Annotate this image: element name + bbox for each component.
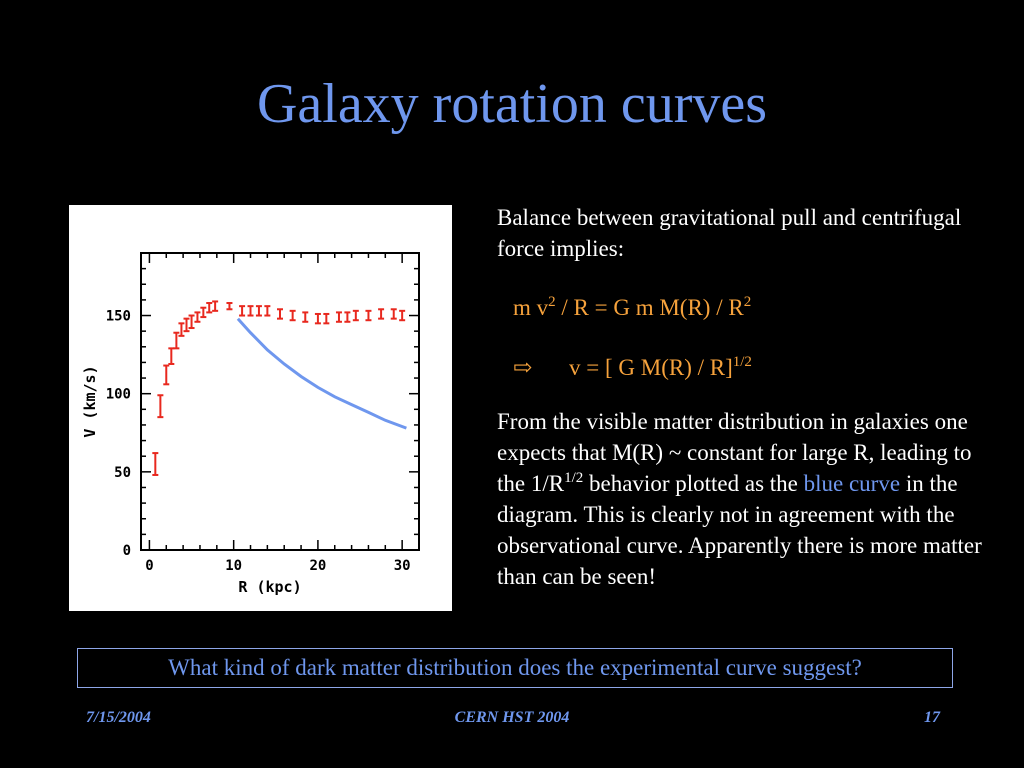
x-tick-label: 0 bbox=[145, 558, 153, 574]
data-point-errorbar bbox=[183, 317, 190, 333]
data-point-errorbar bbox=[163, 364, 170, 386]
data-point-errorbar bbox=[157, 394, 164, 419]
data-point-errorbar bbox=[226, 302, 233, 311]
y-axis-label: V (km/s) bbox=[81, 365, 99, 437]
y-tick-label: 150 bbox=[106, 309, 131, 325]
eq1-lhs: m v bbox=[513, 295, 549, 320]
blue-curve-highlight: blue curve bbox=[803, 471, 901, 496]
implies-arrow-icon: ⇨ bbox=[513, 355, 533, 380]
data-point-errorbar bbox=[344, 311, 351, 323]
data-point-errorbar bbox=[277, 308, 283, 320]
data-point-errorbar bbox=[206, 302, 213, 314]
y-tick-label: 0 bbox=[123, 543, 131, 559]
data-point-errorbar bbox=[200, 306, 207, 319]
data-point-errorbar bbox=[194, 311, 201, 323]
x-tick-label: 30 bbox=[394, 558, 411, 574]
data-point-errorbar bbox=[178, 322, 185, 337]
data-point-errorbar bbox=[314, 312, 321, 325]
data-point-errorbar bbox=[335, 311, 342, 323]
eq2-text: v = [ G M(R) / R] bbox=[569, 355, 733, 380]
velocity-equation: ⇨ v = [ G M(R) / R]1/2 bbox=[513, 355, 752, 381]
p2-part1: From the visible matter distribution in … bbox=[497, 409, 972, 496]
data-point-errorbar bbox=[390, 308, 397, 320]
eq2-sup: 1/2 bbox=[732, 354, 752, 370]
data-point-errorbar bbox=[188, 314, 195, 330]
intro-paragraph: Balance between gravitational pull and c… bbox=[497, 205, 962, 261]
explanation-paragraph: From the visible matter distribution in … bbox=[497, 406, 987, 592]
x-tick-label: 10 bbox=[225, 558, 242, 574]
visible-matter-curve bbox=[236, 317, 407, 430]
rotation-curve-chart: 0 10 20 30 0 50 100 150 R (kpc) V (km/s) bbox=[81, 252, 420, 596]
data-point-errorbar bbox=[365, 309, 372, 322]
force-balance-equation: m v2 / R = G m M(R) / R2 bbox=[513, 295, 751, 321]
eq1-rest-sup: 2 bbox=[743, 294, 752, 310]
y-tick-label: 100 bbox=[106, 387, 131, 403]
slide-title: Galaxy rotation curves bbox=[256, 73, 768, 135]
data-point-errorbar bbox=[247, 305, 254, 317]
rotation-curve-figure: 0 10 20 30 0 50 100 150 R (kpc) V (km/s) bbox=[69, 205, 452, 611]
data-point-errorbar bbox=[323, 312, 330, 325]
data-point-errorbar bbox=[352, 309, 359, 322]
data-point-errorbar bbox=[264, 305, 271, 317]
data-point-errorbar bbox=[255, 305, 262, 317]
data-point-errorbar bbox=[212, 300, 219, 312]
plot-frame bbox=[140, 252, 420, 551]
footer-page-number: 17 bbox=[924, 709, 940, 726]
x-axis-label: R (kpc) bbox=[238, 578, 301, 596]
footer-title: CERN HST 2004 bbox=[454, 709, 570, 726]
data-point-errorbar bbox=[152, 452, 159, 476]
data-point-errorbar bbox=[168, 347, 175, 365]
eq1-lhs-sup: 2 bbox=[548, 294, 556, 310]
p2-sup: 1/2 bbox=[564, 470, 584, 486]
data-point-errorbar bbox=[302, 311, 309, 323]
data-point-errorbar bbox=[399, 309, 406, 322]
data-point-errorbar bbox=[239, 305, 246, 317]
p2-part2: behavior plotted as the bbox=[583, 471, 804, 496]
p2-part3: in the diagram. This is clearly not in a… bbox=[497, 471, 982, 589]
data-point-errorbar bbox=[289, 309, 296, 322]
y-tick-label: 50 bbox=[114, 465, 131, 481]
footer-date: 7/15/2004 bbox=[86, 709, 151, 726]
eq1-rest: / R = G m M(R) / R bbox=[555, 295, 744, 320]
data-point-errorbar bbox=[378, 308, 385, 320]
data-point-errorbar bbox=[173, 331, 180, 350]
x-tick-label: 20 bbox=[309, 558, 326, 574]
question-box: What kind of dark matter distribution do… bbox=[77, 648, 953, 688]
